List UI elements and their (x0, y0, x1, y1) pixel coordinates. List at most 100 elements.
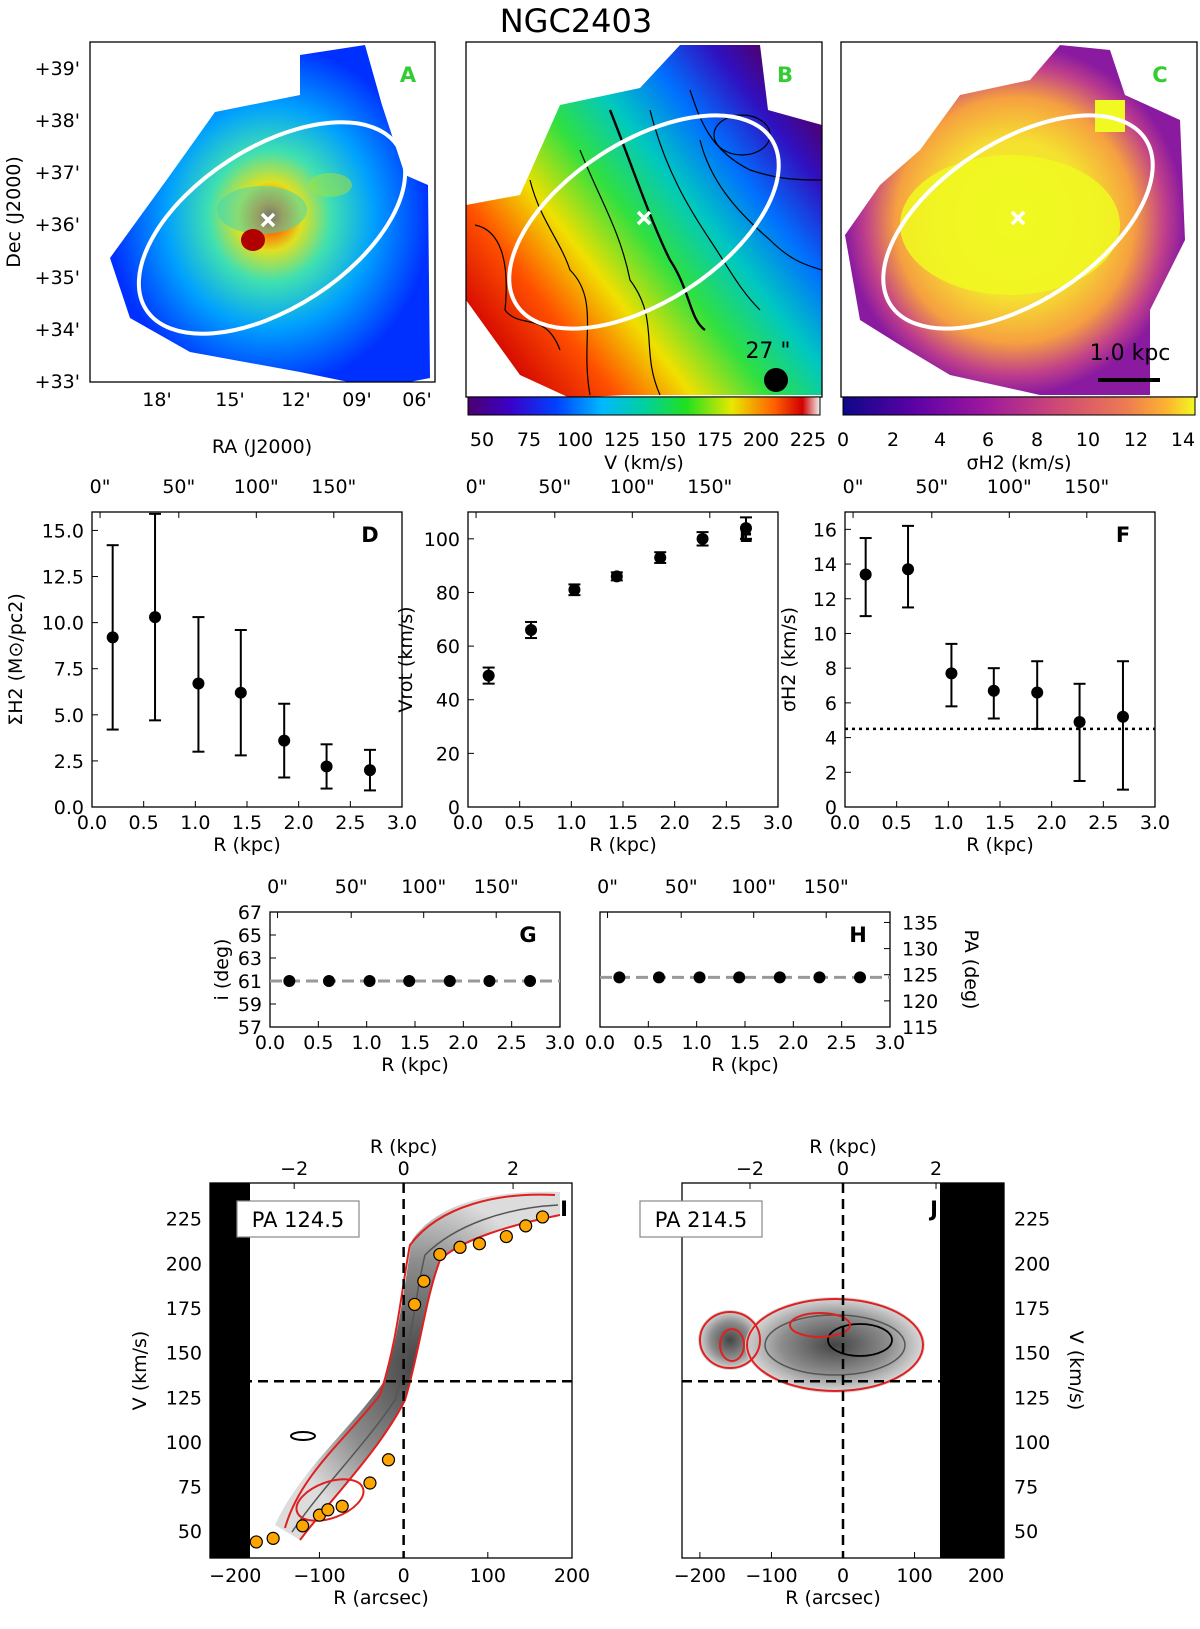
y-tick-label: 225 (166, 1209, 202, 1231)
data-point (652, 971, 665, 984)
data-point (320, 760, 333, 773)
panel-e: 0.0 0.5 1.0 1.5 2.0 2.5 3.0 0 20 40 60 80 100 0" 50" 10… (395, 476, 793, 856)
panel-a-ytick: +37' (35, 162, 80, 184)
plot-area (91, 511, 403, 808)
velocity-contour (649, 109, 761, 311)
top-tick-label: 0 (837, 1158, 849, 1180)
y-tick-label: 7.5 (54, 659, 84, 681)
data-point (613, 971, 626, 984)
y-tick-label: 75 (178, 1477, 202, 1499)
y-tick-label: 50 (1014, 1521, 1038, 1543)
masked-region (210, 1183, 250, 1558)
rotation-curve-point (381, 1453, 396, 1467)
pv-contour-gray (291, 1204, 559, 1533)
panel-a-ytick: +36' (35, 214, 80, 236)
panel-letter: D (361, 523, 378, 547)
top-tick-label: −2 (736, 1158, 764, 1180)
y-tick-label: 16 (813, 519, 837, 541)
y-tick-label: 40 (436, 690, 460, 712)
charts: 0.0 0.5 1.0 1.5 2.0 2.5 3.0 0.0 2.5 5.0 7.5 10.0 12.… (5, 476, 1170, 1609)
x-tick-label: 1.5 (985, 812, 1015, 834)
data-point (403, 975, 416, 987)
velocity-map (466, 45, 822, 397)
top-tick-label: 50" (162, 476, 195, 498)
data-point (363, 975, 376, 987)
y-axis-label: V (km/s) (1065, 1331, 1087, 1411)
top-tick-label: 150" (474, 876, 519, 898)
dispersion-colorbar-label: σH2 (km/s) (966, 452, 1071, 474)
dispersion-core (900, 155, 1120, 295)
data-point (363, 764, 376, 777)
y-tick-label: 6 (825, 693, 837, 715)
x-tick-label: 1.5 (730, 1032, 760, 1054)
pv-contour-red (719, 1328, 745, 1362)
y-tick-label: 20 (436, 743, 460, 765)
panel-b-letter: B (777, 63, 793, 87)
top-tick-label: 150" (804, 876, 849, 898)
y-tick-label: 8 (825, 658, 837, 680)
top-tick-label: 0 (398, 1158, 410, 1180)
beam-circle (764, 368, 788, 392)
y-axis-label: Vrot (km/s) (395, 606, 417, 712)
x-tick-label: 2.0 (778, 1032, 808, 1054)
y-tick-label: 5.0 (54, 705, 84, 727)
y-tick-label: 12.5 (42, 567, 84, 589)
y-tick-label: 63 (238, 948, 262, 970)
x-tick-label: 2.5 (827, 1032, 857, 1054)
y-tick-label: 0 (825, 797, 837, 819)
x-tick-label: 200 (968, 1565, 1004, 1587)
x-tick-label: 0 (398, 1565, 410, 1587)
data-point (322, 975, 335, 987)
x-tick-label: 0.0 (453, 812, 483, 834)
colorbar-tick: 100 (557, 429, 593, 451)
scale-bar-label: 1.0 kpc (1090, 341, 1171, 366)
panel-a-letter: A (400, 63, 417, 87)
y-tick-label: 125 (166, 1387, 202, 1409)
plot-area (467, 511, 779, 808)
colorbar-tick: 14 (1171, 429, 1195, 451)
data-point (524, 975, 537, 987)
pv-emission (745, 1297, 925, 1393)
y-tick-label: 57 (238, 1017, 262, 1039)
panel-f: 0.0 0.5 1.0 1.5 2.0 2.5 3.0 0 2 4 6 8 10 12 14 16 0" 50" 1… (778, 476, 1170, 856)
velocity-contour (689, 89, 822, 181)
rotation-curve-point (519, 1219, 533, 1233)
x-tick-label: 3.0 (545, 1032, 575, 1054)
x-tick-label: 100 (896, 1565, 932, 1587)
data-point (568, 583, 581, 596)
panel-c: C 1.0 kpc 0 2 4 6 8 10 12 14 σH2 (km/s) (837, 41, 1198, 474)
pa-label-box (236, 1200, 360, 1238)
data-point (773, 971, 786, 984)
pa-label-box (639, 1200, 763, 1238)
colorbar-tick: 8 (1031, 429, 1043, 451)
x-tick-label: 2.0 (448, 1032, 478, 1054)
pv-emission (698, 1310, 762, 1370)
y-tick-label: 65 (238, 925, 262, 947)
data-point (987, 684, 1000, 697)
panel-a-ytick: +33' (35, 371, 80, 393)
intensity-peak (241, 229, 265, 251)
rotation-curve-point (335, 1499, 349, 1513)
x-tick-label: −200 (209, 1565, 261, 1587)
x-axis-label: R (kpc) (711, 1054, 779, 1076)
intensity-knot (308, 173, 352, 197)
y-tick-label: 100 (1014, 1432, 1050, 1454)
rotation-curve-point (453, 1240, 467, 1254)
rotation-curve-point (472, 1237, 486, 1251)
y-tick-label: 15.0 (42, 520, 84, 542)
y-tick-label: 2.5 (54, 751, 84, 773)
y-tick-label: 4 (825, 728, 837, 750)
top-tick-label: 0" (267, 876, 288, 898)
x-tick-label: 0.0 (585, 1032, 615, 1054)
y-tick-label: 0 (448, 797, 460, 819)
velocity-contour (474, 224, 561, 351)
panel-i: −200 −100 0 100 200 −2 0 2 50 75 100 125 150 175 200 22… (129, 1136, 590, 1609)
y-tick-label: 2 (825, 762, 837, 784)
x-tick-label: 1.0 (352, 1032, 382, 1054)
x-tick-label: 0 (837, 1565, 849, 1587)
colorbar-tick: 50 (470, 429, 494, 451)
x-tick-label: 2.5 (1088, 812, 1118, 834)
pv-contour-noise (290, 1431, 316, 1441)
panel-a-ytick: +34' (35, 319, 80, 341)
rotation-curve-point (249, 1535, 263, 1549)
